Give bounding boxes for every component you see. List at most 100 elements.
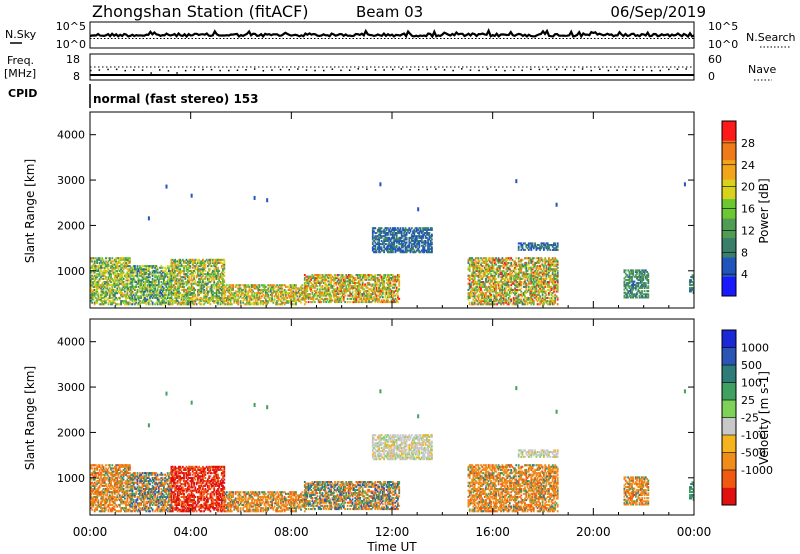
power-cell <box>151 274 154 277</box>
power-cell <box>390 243 393 246</box>
power-cell <box>157 292 160 295</box>
nave-dot <box>288 69 290 71</box>
power-cell <box>121 282 124 285</box>
power-cell <box>502 269 505 272</box>
power-cell <box>548 258 550 261</box>
power-cell <box>125 285 127 288</box>
power-cell <box>214 261 217 264</box>
power-cell <box>105 292 107 295</box>
power-cell <box>181 296 184 299</box>
power-cell <box>223 274 226 277</box>
power-cell <box>108 293 111 296</box>
power-cell <box>298 298 301 301</box>
power-cell <box>467 277 470 280</box>
power-cell <box>219 273 222 276</box>
power-cell <box>385 238 388 241</box>
power-cell <box>90 266 92 269</box>
power-cell <box>384 296 387 299</box>
power-cell <box>115 265 117 268</box>
power-cell <box>431 227 433 230</box>
power-cell <box>154 281 156 284</box>
power-cell <box>351 277 354 280</box>
power-cell <box>160 284 163 287</box>
power-cell <box>292 300 295 303</box>
power-cell <box>223 284 226 287</box>
power-cell <box>290 295 292 298</box>
power-cell <box>110 266 112 269</box>
power-cell <box>95 276 97 279</box>
power-cell <box>506 303 509 306</box>
power-cell <box>346 280 349 283</box>
power-cell <box>140 290 143 293</box>
power-cell <box>344 283 346 286</box>
power-cell <box>131 271 134 274</box>
power-cell <box>376 243 379 246</box>
power-cell <box>530 260 533 263</box>
power-cell <box>493 290 496 293</box>
power-cell <box>365 286 368 289</box>
power-cell <box>112 273 115 276</box>
power-cell <box>198 279 200 282</box>
power-cell <box>105 282 107 285</box>
power-cell <box>491 257 494 260</box>
power-cell <box>305 294 307 297</box>
power-cell <box>113 295 116 298</box>
power-cell <box>531 295 534 298</box>
power-cell <box>95 301 97 304</box>
power-cell <box>168 287 170 290</box>
power-cell <box>420 244 423 247</box>
power-cell <box>238 296 241 299</box>
power-cell <box>248 287 251 290</box>
power-cell <box>393 280 396 283</box>
power-cell <box>388 277 390 280</box>
power-cell <box>181 276 184 279</box>
power-cell <box>477 257 480 260</box>
nave-dot <box>184 69 187 72</box>
power-cell <box>531 293 534 296</box>
power-cell <box>142 290 145 293</box>
power-cell <box>538 288 540 291</box>
power-cell <box>209 258 212 261</box>
power-cell <box>353 281 355 284</box>
power-cell <box>394 275 397 278</box>
power-cell <box>495 295 497 298</box>
power-cell <box>519 266 521 269</box>
power-cell <box>381 283 384 286</box>
power-cell <box>390 296 393 299</box>
power-cell <box>349 278 351 281</box>
power-cell <box>539 290 541 293</box>
power-cell <box>164 281 166 284</box>
nave-dot <box>383 69 385 71</box>
power-cell <box>360 296 363 299</box>
power-cell <box>151 290 154 293</box>
nave-label: Nave <box>748 63 776 76</box>
power-cell <box>266 292 268 295</box>
power-cell <box>202 261 204 264</box>
power-cell <box>374 232 377 235</box>
power-cell <box>340 291 343 294</box>
power-cell <box>204 269 207 272</box>
power-cell <box>314 301 316 304</box>
power-cell <box>487 295 490 298</box>
power-cell <box>101 296 104 299</box>
power-cell <box>487 277 490 280</box>
power-cell <box>188 276 190 279</box>
power-cell <box>536 284 539 287</box>
power-cell <box>205 288 208 291</box>
power-cell <box>471 290 474 293</box>
power-cell <box>214 268 217 271</box>
power-cell <box>124 257 126 260</box>
power-cell <box>490 303 492 306</box>
power-cell <box>526 284 529 287</box>
power-cell <box>202 281 204 284</box>
power-cell <box>371 232 374 235</box>
power-cell <box>103 284 106 287</box>
power-cell <box>488 282 491 285</box>
power-cell <box>95 266 97 269</box>
power-cell <box>179 285 182 288</box>
power-cell <box>495 303 497 306</box>
power-cell <box>351 294 354 297</box>
power-cell <box>252 290 255 293</box>
power-cell <box>215 292 218 295</box>
power-cell <box>168 288 170 291</box>
